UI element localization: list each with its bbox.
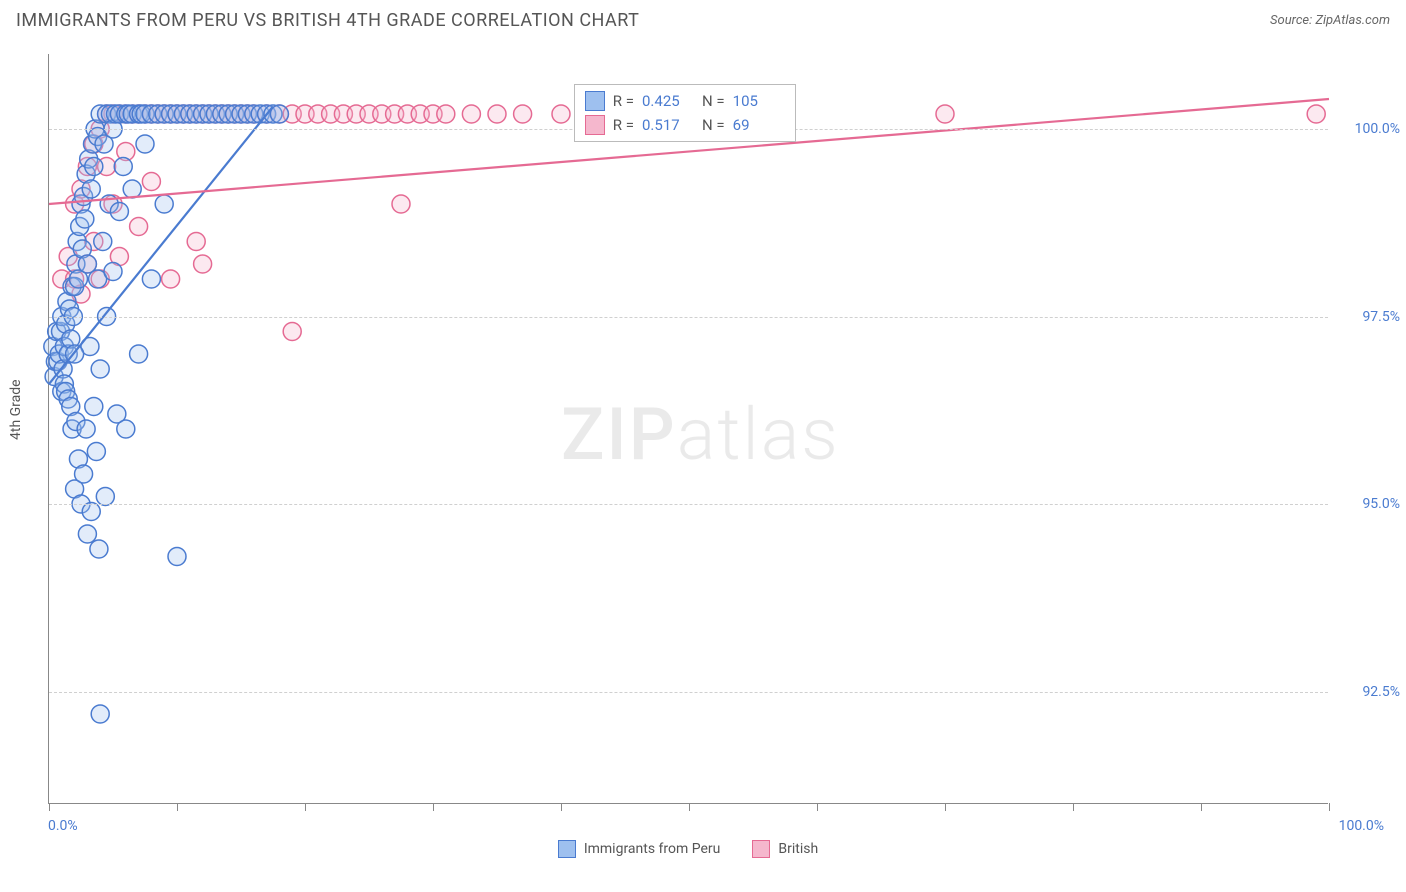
scatter-point-british: [936, 105, 954, 123]
scatter-point-peru: [90, 540, 108, 558]
scatter-point-peru: [114, 158, 132, 176]
chart-title: IMMIGRANTS FROM PERU VS BRITISH 4TH GRAD…: [16, 10, 639, 31]
y-axis-label: 4th Grade: [8, 379, 24, 440]
stats-row-british: R = 0.517 N = 69: [585, 113, 785, 137]
x-tick: [49, 803, 50, 811]
stats-box: R = 0.425 N = 105 R = 0.517 N = 69: [574, 84, 796, 142]
scatter-point-peru: [104, 263, 122, 281]
chart-header: IMMIGRANTS FROM PERU VS BRITISH 4TH GRAD…: [0, 0, 1406, 37]
scatter-point-peru: [82, 503, 100, 521]
stats-row-peru: R = 0.425 N = 105: [585, 89, 785, 113]
stats-swatch-british: [585, 115, 605, 135]
stats-n-value: 105: [733, 89, 785, 113]
stats-r-value: 0.517: [642, 113, 694, 137]
scatter-point-british: [194, 255, 212, 273]
scatter-point-peru: [110, 203, 128, 221]
scatter-point-peru: [94, 233, 112, 251]
legend-item-peru: Immigrants from Peru: [558, 840, 721, 858]
legend-swatch-british: [752, 840, 770, 858]
scatter-point-british: [462, 105, 480, 123]
scatter-point-british: [437, 105, 455, 123]
legend: Immigrants from Peru British: [48, 840, 1328, 858]
y-tick-label: 100.0%: [1336, 121, 1400, 137]
scatter-point-peru: [155, 195, 173, 213]
scatter-point-peru: [96, 488, 114, 506]
scatter-point-peru: [91, 705, 109, 723]
x-tick: [689, 803, 690, 811]
scatter-point-peru: [85, 398, 103, 416]
scatter-point-peru: [75, 465, 93, 483]
scatter-point-british: [392, 195, 410, 213]
stats-swatch-peru: [585, 91, 605, 111]
y-tick-label: 95.0%: [1336, 496, 1400, 512]
scatter-point-peru: [78, 525, 96, 543]
source-attribution: Source: ZipAtlas.com: [1270, 13, 1390, 28]
x-tick: [945, 803, 946, 811]
scatter-point-peru: [77, 420, 95, 438]
scatter-point-peru: [87, 443, 105, 461]
scatter-point-peru: [136, 135, 154, 153]
x-tick: [177, 803, 178, 811]
scatter-point-peru: [130, 345, 148, 363]
scatter-point-british: [283, 323, 301, 341]
y-tick-label: 92.5%: [1336, 684, 1400, 700]
legend-label-british: British: [778, 841, 818, 857]
scatter-point-british: [1307, 105, 1325, 123]
scatter-point-british: [187, 233, 205, 251]
legend-item-british: British: [752, 840, 818, 858]
scatter-point-british: [130, 218, 148, 236]
x-axis-min-label: 0.0%: [48, 818, 78, 834]
legend-label-peru: Immigrants from Peru: [584, 841, 721, 857]
gridline: [49, 692, 1328, 693]
stats-n-label: N =: [702, 113, 725, 137]
x-tick: [1329, 803, 1330, 811]
scatter-point-british: [514, 105, 532, 123]
scatter-point-peru: [91, 360, 109, 378]
scatter-point-peru: [82, 180, 100, 198]
source-name: ZipAtlas.com: [1315, 13, 1390, 28]
x-tick: [561, 803, 562, 811]
chart-area: 4th Grade ZIPatlas 100.0%97.5%95.0%92.5%…: [0, 40, 1406, 892]
scatter-point-peru: [76, 210, 94, 228]
x-tick: [305, 803, 306, 811]
x-axis-labels: 0.0% 100.0%: [48, 818, 1328, 842]
y-tick-label: 97.5%: [1336, 309, 1400, 325]
gridline: [49, 504, 1328, 505]
scatter-point-british: [142, 173, 160, 191]
scatter-point-peru: [85, 158, 103, 176]
stats-r-label: R =: [613, 89, 634, 113]
stats-n-label: N =: [702, 89, 725, 113]
x-tick: [433, 803, 434, 811]
x-tick: [817, 803, 818, 811]
gridline: [49, 317, 1328, 318]
scatter-point-british: [162, 270, 180, 288]
scatter-point-peru: [168, 548, 186, 566]
x-tick: [1073, 803, 1074, 811]
source-prefix: Source:: [1270, 13, 1315, 28]
x-tick: [1201, 803, 1202, 811]
scatter-point-british: [552, 105, 570, 123]
stats-r-value: 0.425: [642, 89, 694, 113]
scatter-point-peru: [123, 180, 141, 198]
plot-region: ZIPatlas 100.0%97.5%95.0%92.5%R = 0.425N…: [48, 54, 1328, 804]
stats-n-value: 69: [733, 113, 785, 137]
legend-swatch-peru: [558, 840, 576, 858]
stats-r-label: R =: [613, 113, 634, 137]
x-axis-max-label: 100.0%: [1339, 818, 1384, 834]
scatter-point-peru: [117, 420, 135, 438]
scatter-point-british: [488, 105, 506, 123]
scatter-point-peru: [142, 270, 160, 288]
